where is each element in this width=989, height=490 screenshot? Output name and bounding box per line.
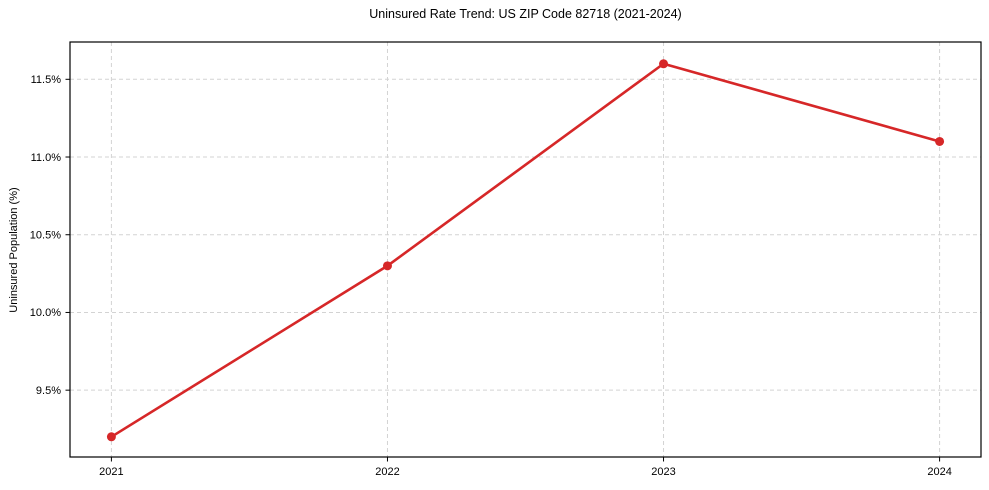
data-point-marker: [106, 432, 116, 442]
y-tick-label: 11.0%: [31, 152, 62, 164]
x-tick-label: 2023: [651, 466, 675, 478]
chart-title: Uninsured Rate Trend: US ZIP Code 82718 …: [369, 7, 682, 21]
x-tick-label: 2024: [927, 466, 951, 478]
x-tick-label: 2021: [99, 466, 123, 478]
y-tick-label: 10.0%: [30, 307, 61, 319]
data-point-marker: [382, 261, 392, 271]
trend-line: [110, 62, 941, 439]
y-tick-label: 9.5%: [36, 385, 61, 397]
data-point-marker: [659, 59, 669, 69]
x-tick-label: 2022: [375, 466, 399, 478]
y-tick-label: 10.5%: [30, 230, 61, 242]
data-point-marker: [935, 136, 945, 146]
plot-border: [69, 41, 982, 458]
y-tick-label: 11.5%: [31, 74, 62, 86]
